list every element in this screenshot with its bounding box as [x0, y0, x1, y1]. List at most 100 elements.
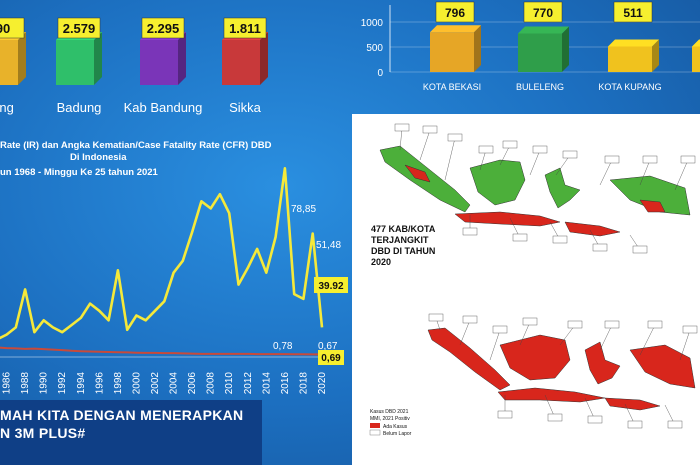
annotation-label: 51,48 — [316, 240, 341, 251]
island-java-bottom — [497, 387, 606, 403]
callout-box — [462, 227, 478, 236]
callout-box — [680, 155, 696, 164]
map-legend-sub: MMI, 2021 Positiv — [370, 416, 410, 422]
value-box — [57, 17, 101, 39]
x-tick-label: 2018 — [298, 372, 309, 395]
callout-line — [444, 137, 456, 181]
bar-side — [18, 32, 26, 85]
value-box — [0, 17, 25, 39]
callout-line — [459, 319, 471, 346]
bar-top — [518, 26, 569, 34]
island-kalimantan-bottom — [499, 334, 571, 381]
value-box — [223, 17, 267, 39]
callout-box — [462, 315, 478, 324]
bar-top — [692, 39, 700, 47]
x-tick-label: 1996 — [94, 372, 105, 395]
top-left-bar-group: 90 ung 2.579 Badung 2.295 Kab Bandung 1.811 Sik… — [0, 17, 268, 115]
callout-box — [592, 243, 608, 252]
bar-front — [222, 40, 260, 85]
callout-box — [497, 410, 513, 419]
callout-box — [562, 150, 578, 159]
map-legend-label: Ada Kasus — [383, 424, 408, 430]
callout-line — [419, 129, 431, 161]
bar-value: 2.579 — [63, 21, 96, 36]
x-tick-label: 1998 — [113, 372, 124, 395]
callout-line — [679, 329, 691, 361]
callout-box — [394, 123, 410, 132]
bar-label: KOTA BEKASI — [423, 82, 481, 92]
callout-box — [422, 125, 438, 134]
map-legend-label: Belum Lapor — [383, 431, 412, 437]
x-tick-label: 2014 — [261, 372, 272, 395]
x-tick-label: 2004 — [169, 372, 180, 395]
island-papua-red — [639, 199, 666, 213]
bar-front — [608, 46, 652, 72]
bar-value: 2.295 — [147, 21, 180, 36]
bar-value: 511 — [623, 6, 643, 20]
bar-front — [0, 40, 18, 85]
x-tick-label: 2002 — [150, 372, 161, 395]
map-heading: 477 KAB/KOTA — [371, 224, 436, 234]
callout-line — [499, 144, 511, 166]
map-heading: 2020 — [371, 257, 391, 267]
x-tick-label: 1994 — [76, 372, 87, 395]
x-tick-label: 1990 — [39, 372, 50, 395]
bar-front — [692, 46, 700, 72]
x-tick-label: 2010 — [224, 372, 235, 395]
callout-line — [559, 324, 576, 346]
island-sumatra-bottom — [427, 327, 511, 391]
map-legend-swatch — [370, 423, 380, 428]
bar-side — [94, 32, 102, 85]
callout-box — [447, 133, 463, 142]
bar-front — [518, 33, 562, 72]
x-tick-label: 2020 — [317, 372, 328, 395]
annotation-label: 0,67 — [318, 341, 338, 352]
bar-label: KOTA KUPANG — [598, 82, 661, 92]
callout-box — [428, 313, 444, 322]
callout-box — [587, 415, 603, 424]
annotation-label: 0,78 — [273, 341, 293, 352]
bar-side — [562, 26, 569, 72]
callout-box — [604, 155, 620, 164]
island-nusa-top — [564, 221, 621, 237]
callout-line — [599, 159, 613, 186]
callout-line — [639, 324, 656, 356]
island-papua-bottom — [629, 344, 696, 389]
bar-side — [474, 25, 481, 72]
x-tick-label: 2012 — [243, 372, 254, 395]
y-tick: 1000 — [361, 18, 384, 29]
ir-dbd-line — [0, 167, 324, 340]
callout-box — [604, 320, 620, 329]
x-tick-label: 1992 — [57, 372, 68, 395]
callout-line — [399, 127, 403, 151]
x-tick-label: 1986 — [2, 372, 13, 395]
bar-label: Badung — [57, 100, 102, 115]
map-heading: DBD DI TAHUN — [371, 246, 435, 256]
callout-box — [632, 245, 648, 254]
cfr-dbd-line — [0, 346, 322, 356]
callout-box — [512, 233, 528, 242]
x-tick-label: 2008 — [206, 372, 217, 395]
bar-side — [260, 32, 268, 85]
callout-line — [555, 154, 571, 176]
line-chart: 1986 1988 1990 1992 1994 1996 1998 2000 2002 2004… — [0, 167, 348, 416]
callout-line — [529, 149, 541, 176]
annotation-label: 0,69 — [321, 353, 341, 364]
island-nusa-bottom — [604, 397, 661, 411]
map-legend-title: Kasus DBD 2021 — [370, 409, 409, 415]
bar-top — [430, 25, 481, 33]
annotation-box — [314, 277, 348, 293]
callout-box — [682, 325, 698, 334]
bar-side — [652, 39, 659, 72]
callout-box — [647, 320, 663, 329]
bar-front — [56, 40, 94, 85]
callout-box — [667, 420, 683, 429]
callout-line — [599, 324, 613, 351]
callout-line — [519, 321, 531, 346]
bar-value: 770 — [533, 6, 553, 20]
y-tick: 0 — [377, 68, 383, 79]
value-box — [523, 1, 563, 23]
bar-value: 90 — [0, 21, 10, 36]
